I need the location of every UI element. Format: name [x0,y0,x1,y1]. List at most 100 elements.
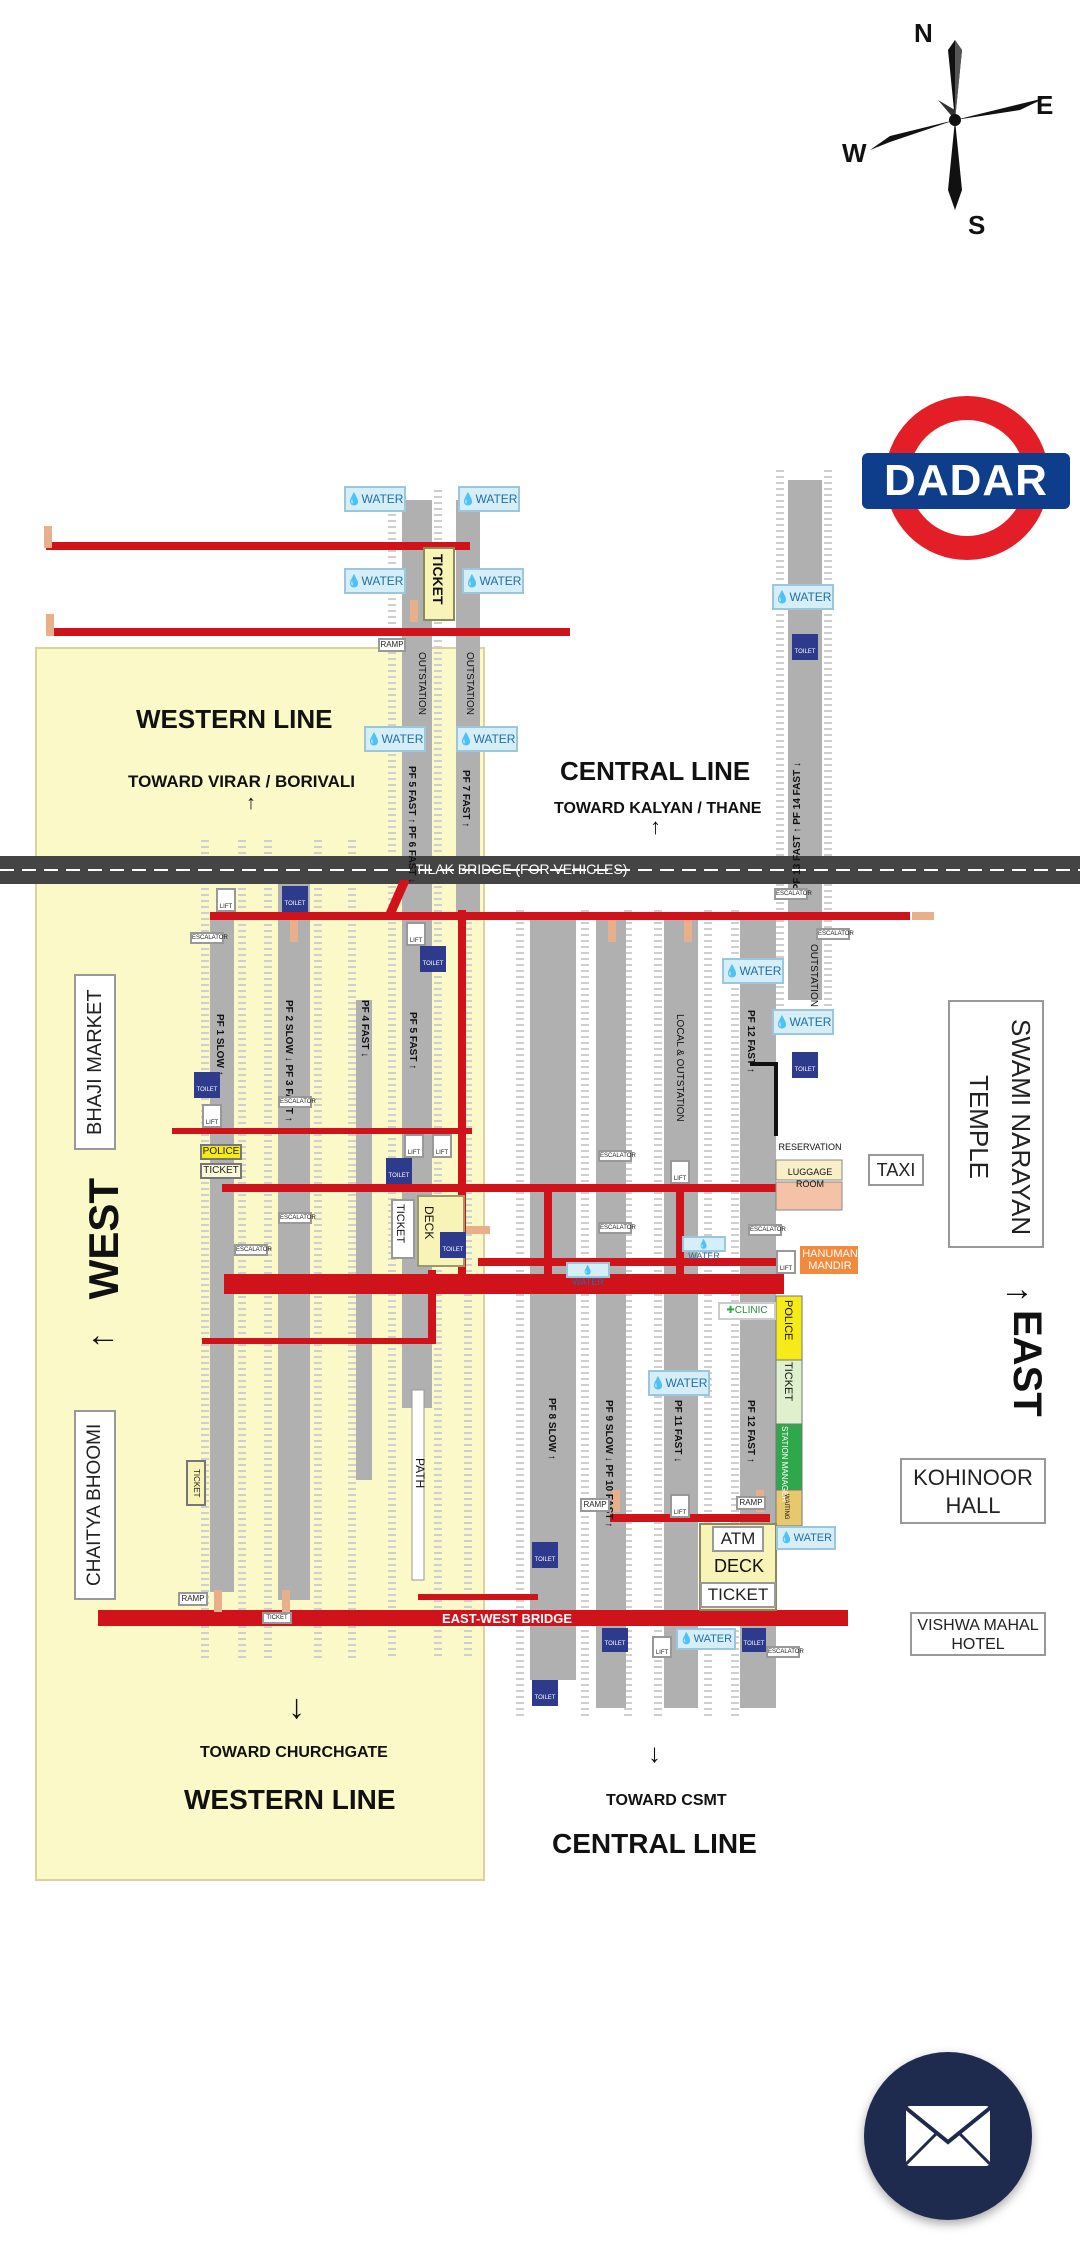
escalator-label: ESCALATOR [234,1244,272,1256]
toilet-icon: TOILET [742,1628,766,1652]
water-drop-icon: 💧 [698,1239,710,1249]
station-manager-label: STATION MANAGER [780,1426,789,1503]
water-point: 💧WATER [462,568,524,594]
east-west-bridge-label: EAST-WEST BRIDGE [442,1611,573,1626]
ticket-label-west-low: TICKET [186,1460,206,1506]
water-drop-icon: 💧 [650,1376,666,1390]
lift-icon: LIFT [202,1104,222,1128]
arrow-up-virar-icon: ↑ [246,792,256,814]
water-drop-icon: 💧 [774,590,790,604]
lift-icon: LIFT [432,1134,452,1158]
water-point: 💧WATER [456,726,518,752]
central-line-top: CENTRAL LINE [560,756,751,786]
arrow-east-icon: → [1000,1270,1034,1308]
pf8-label: PF 8 SLOW ↑ [546,1398,557,1460]
water-drop-icon: 💧 [346,492,362,506]
ticket-label-west: TICKET [200,1163,242,1179]
water-point: 💧WATER [458,486,520,512]
water-drop-icon: 💧 [460,492,476,506]
toward-churchgate: TOWARD CHURCHGATE [200,1744,388,1761]
vishwa-mahal-label: VISHWA MAHAL HOTEL [910,1612,1046,1656]
ramp-label: RAMP [378,638,406,652]
pf5-label: PF 5 FAST ↑ [407,1012,418,1070]
toilet-icon: TOILET [420,946,446,972]
deck-label-west: DECK [422,1206,436,1240]
escalator-label: ESCALATOR [278,1096,316,1108]
compass-e: E [1036,90,1054,120]
water-point: 💧WATER [566,1262,610,1287]
escalator-label: ESCALATOR [748,1224,786,1236]
toilet-icon: TOILET [792,634,818,660]
taxi-label: TAXI [868,1154,924,1186]
lift-icon: LIFT [406,922,426,946]
central-line-bottom: CENTRAL LINE [552,1828,757,1859]
arrow-up-kalyan-icon: ↑ [650,814,661,839]
chaitya-bhoomi-label: CHAITYA BHOOMI [74,1410,116,1600]
atm-label: ATM [712,1526,764,1552]
escalator-label: ESCALATOR [278,1212,316,1224]
water-drop-icon: 💧 [346,574,362,588]
mail-button[interactable] [864,2052,1032,2220]
pf2-3-label: PF 2 SLOW ↓ PF 3 FAST ↑ [283,1000,294,1122]
ticket-label-east: TICKET [782,1362,794,1402]
police-label-west: POLICE [200,1144,242,1160]
west-label: WEST [80,1178,127,1300]
arrow-down-csmt-icon: ↓ [648,1738,661,1768]
station-map [0,470,1080,1881]
water-drop-icon: 💧 [458,732,474,746]
water-drop-icon: 💧 [582,1265,594,1275]
water-drop-icon: 💧 [774,1015,790,1029]
escalator-label: ESCALATOR [598,1222,636,1234]
ramp-label: RAMP [736,1496,766,1510]
tilak-bridge-label: TILAK BRIDGE (FOR VEHICLES) [415,861,628,877]
pf12-top-label: PF 12 FAST ↑ [745,1010,756,1073]
lift-icon: LIFT [776,1250,796,1274]
pf7-label: PF 7 FAST ↑ [460,770,471,828]
water-point: 💧WATER [776,1526,836,1550]
ramp-label: RAMP [580,1498,610,1512]
ramp-label: RAMP [178,1592,208,1606]
escalator-label: ESCALATOR [766,1646,804,1658]
arrow-west-icon: ← [86,1316,120,1354]
water-drop-icon: 💧 [464,574,480,588]
lift-icon: LIFT [404,1134,424,1158]
escalator-label: ESCALATOR [598,1150,636,1162]
toward-kalyan: TOWARD KALYAN / THANE [554,800,762,817]
toilet-icon: TOILET [386,1158,412,1184]
water-point: 💧WATER [772,584,834,610]
station-logo: DADAR [862,396,1070,568]
compass-w: W [842,138,867,168]
logo-station-name: DADAR [862,453,1070,509]
medical-cross-icon: ✚ [726,1305,735,1316]
outstation-label-2: OUTSTATION [464,652,475,715]
water-point: 💧WATER [722,958,784,984]
waiting-label: WAITING [783,1494,789,1520]
police-label-east: POLICE [782,1300,794,1341]
lift-icon: LIFT [670,1160,690,1184]
escalator-label: ESCALATOR [774,888,812,900]
water-drop-icon: 💧 [724,964,740,978]
pf1-label: PF 1 SLOW ↑ [214,1014,225,1076]
compass-s: S [968,210,986,240]
water-point: 💧WATER [648,1370,710,1396]
hanuman-mandir-label: HANUMAN MANDIR [802,1248,858,1272]
ticket-label-top: TICKET [430,554,446,605]
escalator-label: ESCALATOR [190,932,228,944]
compass: N E W S [830,10,1080,240]
ticket-label-bridge: TICKET [262,1612,292,1624]
reservation-label: RESERVATION [778,1142,842,1152]
western-line-bottom: WESTERN LINE [184,1784,396,1815]
water-point: 💧WATER [344,568,406,594]
toilet-icon: TOILET [532,1542,558,1568]
kohinoor-label: KOHINOOR HALL [900,1458,1046,1524]
pf4-label: PF 4 FAST ↓ [359,1000,370,1058]
arrow-down-churchgate-icon: ↓ [288,1688,305,1726]
pf12-low-label: PF 12 FAST ↑ [745,1400,756,1463]
lift-icon: LIFT [652,1636,672,1658]
local-outstation-label: LOCAL & OUTSTATION [674,1014,685,1122]
pf11-label: PF 11 FAST ↓ [672,1400,683,1463]
toilet-icon: TOILET [194,1072,220,1098]
pf5-6-label: PF 5 FAST ↑ PF 6 FAST ↓ [406,766,417,884]
toilet-icon: TOILET [602,1628,628,1652]
water-drop-icon: 💧 [779,1532,794,1544]
